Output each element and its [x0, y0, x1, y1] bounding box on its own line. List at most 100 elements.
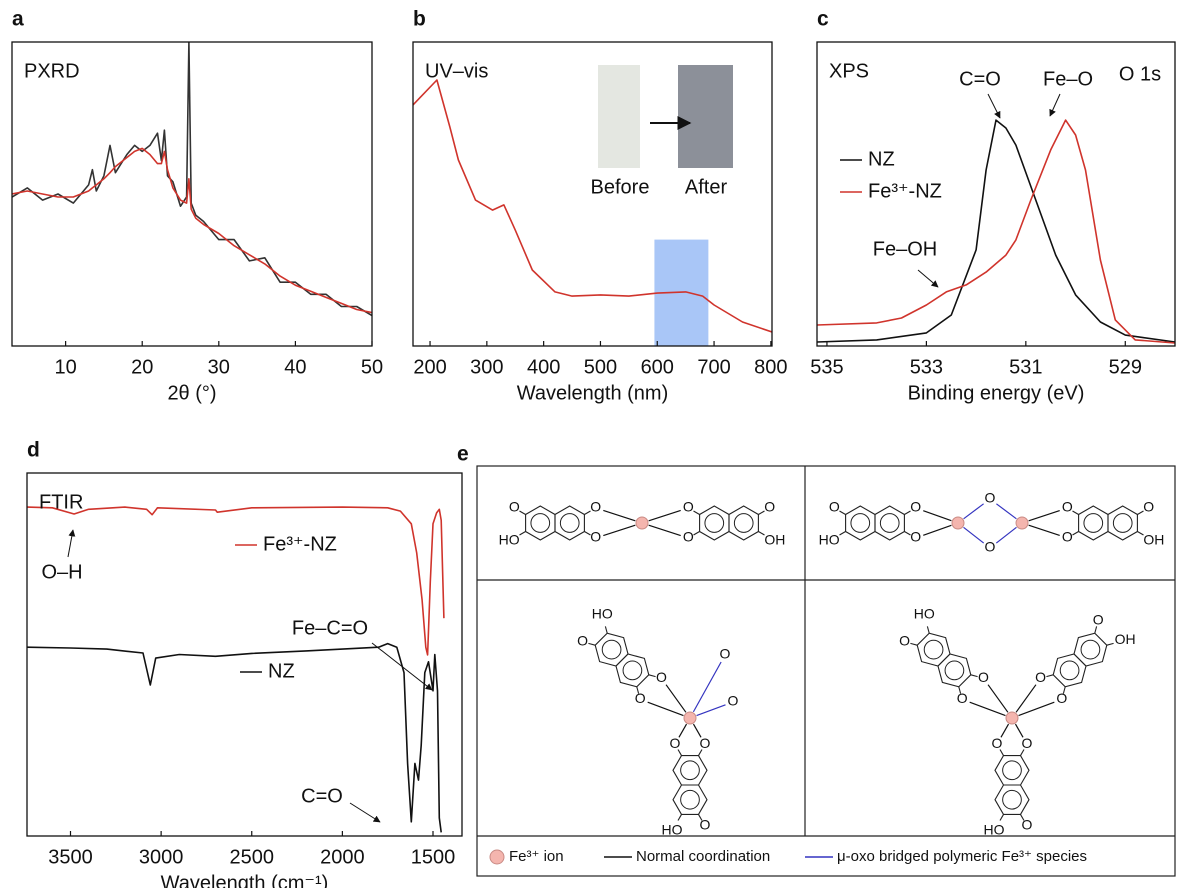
- ring-circle: [531, 514, 550, 533]
- data-line: [12, 148, 372, 312]
- annotation: O 1s: [1119, 63, 1161, 85]
- atom-label: O: [635, 690, 646, 706]
- legend-label: Fe³⁺-NZ: [868, 180, 942, 202]
- atom-label: O: [590, 499, 601, 515]
- x-axis-label: Wavelength (cm⁻¹): [161, 872, 329, 888]
- ring: [846, 506, 875, 540]
- ring-circle: [1113, 514, 1132, 533]
- atom-label: O: [1062, 499, 1073, 515]
- legend-text: μ-oxo bridged polymeric Fe³⁺ species: [837, 848, 1087, 865]
- ring: [1079, 506, 1108, 540]
- ring-circle: [945, 661, 964, 680]
- panel-label: b: [413, 8, 426, 31]
- ring-circle: [681, 761, 700, 780]
- coordination-bond: [1029, 525, 1060, 535]
- ring-circle: [602, 640, 621, 659]
- atom-label: O: [577, 633, 588, 649]
- ring-circle: [734, 514, 753, 533]
- panel-label: a: [12, 8, 24, 31]
- ring: [616, 654, 649, 687]
- annotation: C=O: [301, 785, 343, 807]
- ring: [673, 756, 707, 785]
- ring-circle: [1003, 790, 1022, 809]
- coordination-bond: [1016, 685, 1036, 713]
- substituent-bond: [649, 675, 656, 677]
- legend-label: NZ: [868, 148, 895, 170]
- oxo-label: O: [720, 646, 731, 662]
- atom-label: HO: [819, 532, 840, 548]
- x-tick-label: 30: [208, 356, 230, 378]
- ring: [526, 506, 555, 540]
- atom-label: HO: [662, 822, 683, 838]
- coordination-bond: [996, 527, 1016, 543]
- atom-label: O: [1035, 669, 1046, 685]
- substituent-bond: [519, 511, 525, 515]
- figure: Before After e Fe³⁺ ion Normal coordinat…: [0, 0, 1178, 888]
- fe-ion: [952, 517, 964, 529]
- substituent-bond: [1095, 626, 1097, 633]
- atom-label: O: [700, 816, 711, 832]
- fe-ion: [1006, 712, 1018, 724]
- coordination-bond: [996, 504, 1016, 519]
- atom-label: O: [1056, 690, 1067, 706]
- coordination-bond: [923, 511, 951, 521]
- ring-circle: [560, 514, 579, 533]
- x-tick-label: 535: [810, 356, 843, 378]
- ring-circle: [880, 514, 899, 533]
- ring-circle: [623, 661, 642, 680]
- plot-area: [12, 42, 372, 316]
- x-tick-label: 400: [527, 356, 560, 378]
- atom-label: O: [1143, 499, 1154, 515]
- x-tick-label: 700: [697, 356, 730, 378]
- data-line: [27, 644, 441, 833]
- inset-before-photo: [598, 65, 640, 168]
- atom-label: OH: [764, 532, 785, 548]
- coordination-bond: [1015, 724, 1023, 737]
- atom-label: O: [992, 735, 1003, 751]
- annotation: Fe–OH: [873, 238, 937, 260]
- atom-label: O: [1022, 735, 1033, 751]
- coordination-bond: [970, 702, 1006, 715]
- atom-label: O: [764, 499, 775, 515]
- ring: [938, 654, 971, 687]
- ring: [875, 506, 904, 540]
- annotation-arrow: [372, 643, 432, 690]
- x-axis-label: Binding energy (eV): [908, 382, 1085, 404]
- coordination-bond: [649, 510, 681, 520]
- coordination-bond: [693, 662, 721, 712]
- chart-title: PXRD: [24, 60, 80, 82]
- x-tick-label: 600: [641, 356, 674, 378]
- atom-label: HO: [499, 532, 520, 548]
- chart-title: XPS: [829, 60, 869, 82]
- x-tick-label: 3500: [48, 846, 93, 868]
- atom-label: O: [957, 690, 968, 706]
- ring: [673, 785, 707, 814]
- coordination-bond: [679, 724, 687, 737]
- coordination-bond: [1029, 511, 1060, 521]
- fe-ion: [636, 517, 648, 529]
- substituent-bond: [605, 626, 607, 633]
- substituent-bond: [1072, 511, 1078, 515]
- oxo-label: O: [728, 693, 739, 709]
- data-line: [12, 42, 372, 316]
- panel-label: e: [457, 443, 469, 466]
- x-tick-label: 529: [1109, 356, 1142, 378]
- x-tick-label: 531: [1009, 356, 1042, 378]
- substituent-bond: [910, 643, 917, 645]
- annotation: O–H: [41, 561, 82, 583]
- annotation-arrow: [988, 94, 1000, 118]
- substituent-bond: [693, 511, 699, 515]
- annotation-arrow: [1050, 94, 1060, 116]
- ring: [917, 633, 950, 666]
- annotation: Fe–O: [1043, 68, 1093, 90]
- atom-label: HO: [984, 822, 1005, 838]
- substituent-bond: [1000, 814, 1004, 820]
- atom-label: O: [509, 499, 520, 515]
- atom-label: O: [656, 669, 667, 685]
- coordination-bond: [649, 525, 681, 535]
- atom-label: O: [899, 633, 910, 649]
- annotation: C=O: [959, 68, 1001, 90]
- chart-title: UV–vis: [425, 60, 488, 82]
- substituent-bond: [971, 675, 978, 677]
- legend-text: Fe³⁺ ion: [509, 848, 564, 865]
